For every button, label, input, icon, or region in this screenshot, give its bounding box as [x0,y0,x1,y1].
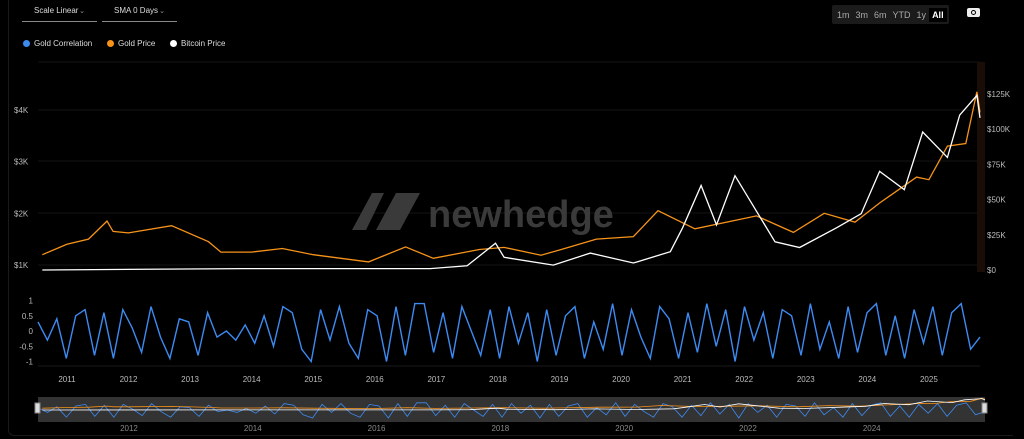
right-axis-tick: $75K [987,160,1006,169]
legend-label: Bitcoin Price [181,39,226,48]
corr-axis-tick: 0 [29,327,34,336]
navigator-tick: 2012 [120,424,138,433]
legend-label: Gold Correlation [34,39,93,48]
right-axis-tick: $50K [987,196,1006,205]
left-axis-tick: $4K [14,106,29,115]
x-axis-tick: 2021 [674,375,692,384]
legend-dot [107,40,114,47]
navigator-handle-left[interactable] [34,402,41,414]
navigator-tick: 2024 [863,424,881,433]
chevron-down-icon: ⌄ [79,8,85,15]
legend-bitcoin-price[interactable]: Bitcoin Price [170,39,225,48]
corr-axis-tick: 1 [29,297,34,306]
gold-price-line [42,91,981,263]
x-axis-tick: 2016 [366,375,384,384]
watermark-text: newhedge [428,194,614,236]
right-axis-tick: $125K [987,90,1011,99]
sma-dropdown[interactable]: SMA 0 Days ⌄ [102,6,177,22]
navigator-tick: 2018 [491,424,509,433]
legend-label: Gold Price [118,39,156,48]
x-axis-tick: 2025 [920,375,938,384]
chevron-down-icon: ⌄ [159,8,165,15]
legend-gold-correlation[interactable]: Gold Correlation [23,39,92,48]
range-ytd[interactable]: YTD [892,9,911,20]
left-axis-tick: $1K [14,261,29,270]
corr-axis-tick: -1 [26,358,34,367]
legend-dot [23,40,30,47]
x-axis-tick: 2023 [797,375,815,384]
x-axis-tick: 2015 [304,375,322,384]
scale-label: Scale Linear [34,6,79,15]
x-axis-tick: 2017 [427,375,445,384]
navigator-tick: 2014 [244,424,262,433]
latest-highlight [977,62,985,272]
range-3m[interactable]: 3m [855,9,869,20]
legend-gold-price[interactable]: Gold Price [107,39,155,48]
x-axis-tick: 2022 [735,375,753,384]
navigator-bitcoin-line [42,398,986,411]
camera-icon[interactable] [967,8,980,17]
x-axis-tick: 2019 [551,375,569,384]
range-1m[interactable]: 1m [837,9,850,20]
right-axis-tick: $25K [987,231,1006,240]
left-axis-tick: $3K [14,158,29,167]
navigator-tick: 2020 [615,424,633,433]
x-axis-tick: 2020 [612,375,630,384]
range-selector: 1m 3m 6m YTD 1y All [832,5,949,24]
navigator-correlation-line [37,402,986,419]
x-axis-tick: 2018 [489,375,507,384]
right-axis-tick: $100K [987,125,1011,134]
range-1y[interactable]: 1y [916,9,927,20]
bitcoin-price-line [42,93,981,271]
range-6m[interactable]: 6m [874,9,887,20]
scale-dropdown[interactable]: Scale Linear ⌄ [22,6,97,22]
legend-dot [170,40,177,47]
x-axis-tick: 2012 [120,375,138,384]
navigator-tick: 2016 [368,424,386,433]
x-axis-tick: 2024 [858,375,876,384]
corr-axis-tick: 0.5 [22,312,34,321]
x-axis-tick: 2014 [243,375,261,384]
navigator-handle-right[interactable] [981,402,988,414]
corr-axis-tick: -0.5 [19,342,33,351]
sma-label: SMA 0 Days [114,6,159,15]
gold-correlation-line [37,302,981,364]
x-axis-tick: 2013 [181,375,199,384]
chart-container: Scale Linear ⌄ SMA 0 Days ⌄ Gold Correlati… [8,0,1013,436]
range-all[interactable]: All [929,7,947,22]
navigator-tick: 2022 [739,424,757,433]
x-axis-tick: 2011 [58,375,76,384]
right-axis-tick: $0 [987,266,996,275]
watermark-logo [352,193,420,230]
left-axis-tick: $2K [14,209,29,218]
